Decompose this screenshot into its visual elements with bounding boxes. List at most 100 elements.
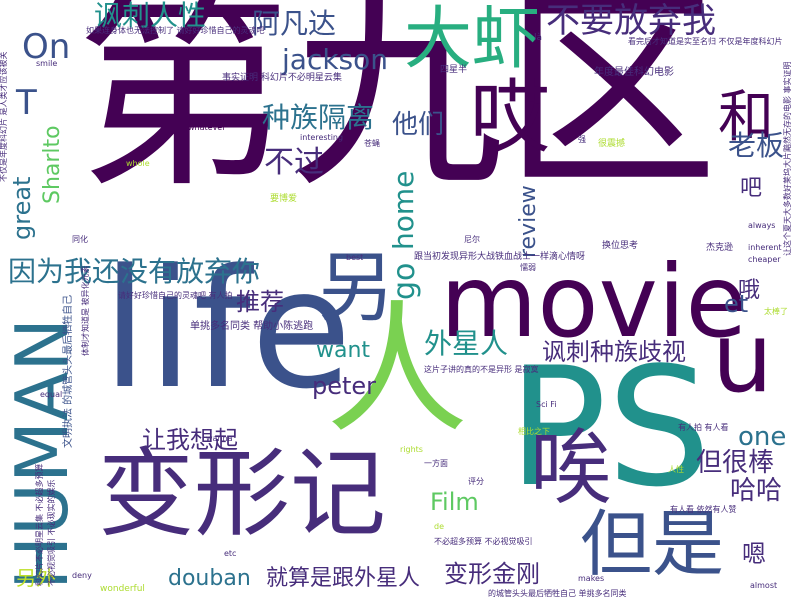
cloud-word: 让这个夏天大多数好莱坞大片黯然无存的电影 事实证明 bbox=[783, 61, 792, 256]
cloud-word: 科幻片不必明星云集 不必超多预算 bbox=[35, 463, 44, 586]
cloud-word: 太棒了 bbox=[764, 307, 788, 316]
cloud-word: jackson bbox=[282, 43, 389, 76]
cloud-word: 的城管头头最后牺牲自己 单挑多名同类 bbox=[488, 589, 627, 598]
cloud-word: 推荐 bbox=[236, 288, 284, 316]
cloud-word: Sharlto bbox=[40, 125, 65, 204]
cloud-word: want bbox=[316, 338, 371, 363]
cloud-word: 要博爱 bbox=[270, 194, 298, 204]
cloud-word: 同化 bbox=[72, 235, 88, 244]
cloud-word: 很震撼 bbox=[598, 139, 626, 149]
cloud-word: go bbox=[387, 262, 422, 300]
cloud-word: 让我想起 bbox=[142, 426, 238, 454]
cloud-word: life bbox=[102, 234, 352, 425]
cloud-word: peter bbox=[312, 372, 377, 400]
cloud-word: review bbox=[516, 185, 541, 258]
cloud-word: always bbox=[748, 221, 776, 230]
cloud-word: 强 bbox=[578, 135, 586, 144]
cloud-word: wanna bbox=[206, 434, 233, 443]
cloud-word: home bbox=[387, 170, 420, 250]
cloud-word: 懦弱 bbox=[520, 263, 536, 272]
cloud-word: 一方面 bbox=[424, 459, 448, 468]
cloud-word: 讽刺人性 bbox=[94, 0, 207, 32]
cloud-word: 看完后才知道是实至名归 不仅是年度科幻片 bbox=[628, 37, 783, 46]
cloud-word: PS bbox=[508, 332, 711, 523]
cloud-word: movie bbox=[440, 243, 748, 360]
cloud-word: 变形金刚 bbox=[444, 560, 540, 588]
cloud-word: 尼尔 bbox=[464, 235, 480, 244]
cloud-word: de bbox=[434, 522, 444, 531]
cloud-word: 另外 bbox=[16, 566, 56, 590]
cloud-word: 哎 bbox=[470, 71, 550, 164]
cloud-word: 种族隔离 bbox=[262, 101, 375, 134]
cloud-word: 不仅是年度科幻片 是人类才应该被关 bbox=[0, 51, 8, 182]
cloud-word: whole bbox=[126, 159, 150, 168]
cloud-word: douban bbox=[168, 566, 251, 591]
cloud-word: etc bbox=[224, 549, 237, 558]
cloud-word: 但是 bbox=[580, 502, 725, 586]
cloud-word: 变形记 bbox=[98, 438, 386, 550]
cloud-word: 请好好珍惜自己的灵魂吧 有人拍 bbox=[118, 291, 233, 300]
cloud-word: 如果连身体也无法控制了 请好好珍惜自己的灵魂吧 bbox=[86, 26, 265, 35]
cloud-word: 这片子讲的真的不是异形 是寂寞 bbox=[424, 365, 539, 374]
cloud-word: 不要放弃我 bbox=[546, 1, 716, 41]
cloud-word: whatever bbox=[188, 123, 226, 132]
cloud-word: 阿凡达 bbox=[252, 7, 337, 40]
cloud-word: equal bbox=[40, 390, 63, 399]
cloud-word: T bbox=[16, 83, 37, 123]
cloud-word: interesting bbox=[300, 133, 344, 142]
cloud-word: best bbox=[346, 253, 364, 262]
cloud-word: 第九区 bbox=[76, 0, 718, 217]
cloud-word: et bbox=[724, 290, 749, 318]
cloud-word: 讽刺种族歧视 bbox=[542, 338, 686, 366]
cloud-word: On bbox=[22, 27, 71, 67]
cloud-word: 不必视觉吸引 不必现实的娱乐 bbox=[47, 479, 56, 586]
cloud-word: Sci Fi bbox=[536, 400, 557, 409]
cloud-word: 哦 bbox=[738, 278, 761, 303]
cloud-word: 事实证明 科幻片不必明星云集 bbox=[222, 73, 342, 83]
cloud-word: smile bbox=[36, 59, 58, 68]
cloud-word: 有人拍 有人看 bbox=[678, 423, 729, 432]
cloud-word: wonderful bbox=[100, 584, 145, 594]
cloud-word: là bbox=[534, 33, 543, 43]
cloud-word: almost bbox=[750, 581, 778, 590]
cloud-word: rights bbox=[400, 445, 423, 454]
cloud-word: 评分 bbox=[468, 477, 484, 486]
cloud-word: 就算是跟外星人 bbox=[266, 566, 421, 591]
cloud-word: cheaper bbox=[748, 255, 781, 264]
cloud-word: u bbox=[712, 302, 773, 414]
cloud-word: Film bbox=[430, 488, 479, 516]
cloud-word: 另 bbox=[318, 243, 394, 332]
cloud-word: makes bbox=[578, 574, 605, 583]
cloud-word: 老板 bbox=[728, 129, 785, 162]
cloud-word: 因为我还没有放弃你 bbox=[8, 255, 261, 288]
cloud-word: 不必超多预算 不必视觉吸引 bbox=[434, 537, 533, 546]
cloud-word: 有人看 依然有人赞 bbox=[670, 505, 737, 514]
cloud-word: 嗯 bbox=[742, 540, 766, 568]
cloud-word: great bbox=[8, 176, 36, 240]
cloud-word: 唉 bbox=[530, 421, 613, 516]
cloud-word: 体制才知道是 被异化元素 bbox=[81, 265, 90, 356]
cloud-word: 吧 bbox=[740, 176, 763, 201]
cloud-word: 换位思考 bbox=[602, 241, 639, 251]
cloud-word: 人 bbox=[326, 288, 468, 453]
cloud-word: 杰克逊 bbox=[706, 243, 734, 253]
cloud-word: 跟当初发现异形大战铁血战士一样滴心情呀 bbox=[414, 252, 586, 262]
cloud-word: 和 bbox=[718, 85, 774, 150]
cloud-word: 不过 bbox=[264, 145, 324, 180]
cloud-word: 但很棒 bbox=[696, 448, 775, 478]
cloud-word: 人性 bbox=[668, 465, 684, 474]
cloud-word: 单挑多名同类 帮助小陈逃跑 bbox=[190, 321, 314, 332]
cloud-word: 相比之下 bbox=[518, 427, 550, 436]
cloud-word: inherent bbox=[748, 243, 782, 252]
cloud-word: one bbox=[738, 422, 787, 452]
cloud-word: 他们 bbox=[392, 110, 445, 140]
cloud-word: 哈哈 bbox=[730, 476, 783, 506]
cloud-word: deny bbox=[72, 571, 92, 580]
cloud-word: 外星人 bbox=[424, 327, 509, 360]
cloud-word: 四星半 bbox=[440, 65, 468, 75]
cloud-word: 文明执法 的城管头头最后牺牲自己 bbox=[63, 294, 74, 448]
cloud-word: 年度最佳科幻电影 bbox=[594, 67, 674, 78]
cloud-word: 苍蝇 bbox=[364, 139, 380, 148]
cloud-word: 大虾 bbox=[404, 0, 541, 79]
